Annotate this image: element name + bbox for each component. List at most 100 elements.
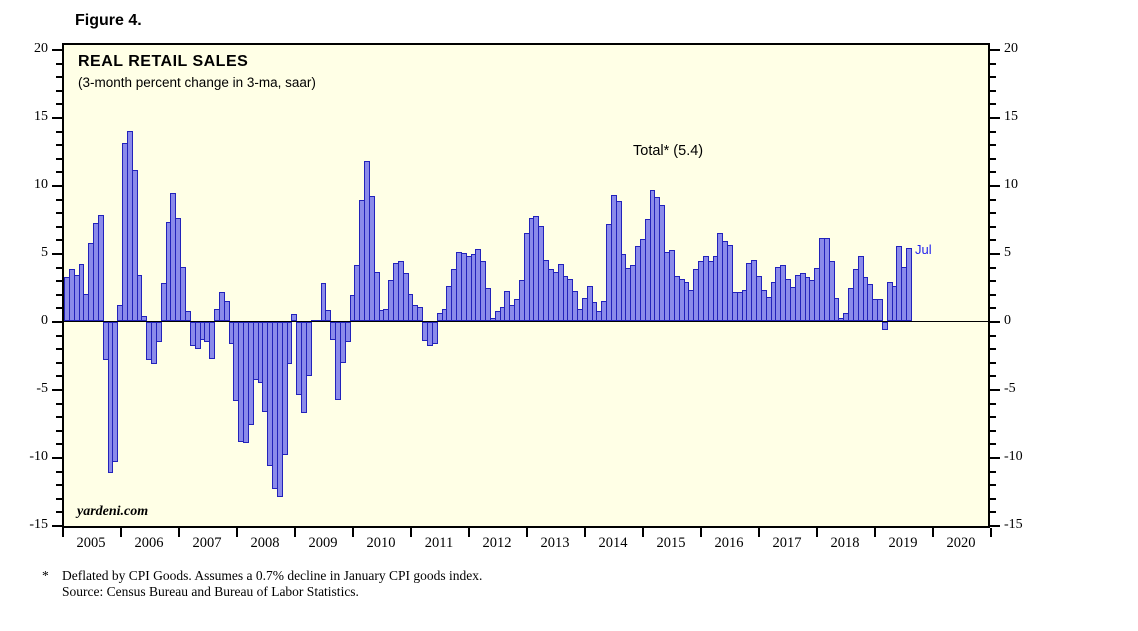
bar bbox=[286, 322, 293, 365]
axis-tick bbox=[56, 144, 62, 147]
axis-tick bbox=[758, 528, 760, 537]
x-axis-year-label: 2015 bbox=[656, 535, 686, 551]
axis-tick bbox=[56, 212, 62, 215]
axis-tick bbox=[62, 528, 64, 537]
axis-tick bbox=[56, 375, 62, 378]
y-axis-label-right: -5 bbox=[1004, 381, 1016, 396]
y-axis-label-left: -10 bbox=[29, 449, 48, 464]
bar bbox=[281, 322, 288, 456]
y-axis-label-left: -5 bbox=[36, 381, 48, 396]
axis-tick bbox=[56, 443, 62, 446]
axis-tick bbox=[56, 103, 62, 106]
axis-tick bbox=[990, 528, 992, 537]
axis-tick bbox=[932, 528, 934, 537]
bar bbox=[131, 170, 138, 321]
figure-label: Figure 4. bbox=[75, 12, 142, 29]
bar bbox=[417, 307, 424, 321]
axis-tick bbox=[56, 266, 62, 269]
bar bbox=[368, 195, 375, 321]
axis-tick bbox=[990, 443, 996, 446]
axis-tick bbox=[990, 157, 996, 160]
axis-tick bbox=[56, 429, 62, 432]
bars-container bbox=[64, 45, 988, 526]
bar bbox=[136, 274, 143, 321]
axis-tick bbox=[56, 225, 62, 228]
y-axis-label-left: -15 bbox=[29, 517, 48, 532]
axis-tick bbox=[990, 144, 996, 147]
axis-tick bbox=[990, 280, 996, 283]
axis-tick bbox=[990, 511, 996, 514]
bar bbox=[151, 322, 157, 365]
x-axis-year-label: 2011 bbox=[424, 535, 454, 551]
x-axis-year-label: 2020 bbox=[946, 535, 976, 551]
axis-tick bbox=[990, 171, 996, 174]
axis-tick bbox=[56, 171, 62, 174]
x-axis-year-label: 2012 bbox=[482, 535, 512, 551]
bar bbox=[155, 322, 162, 343]
bar bbox=[877, 299, 883, 321]
axis-tick bbox=[990, 49, 1000, 51]
axis-tick bbox=[56, 157, 62, 160]
axis-tick bbox=[56, 416, 62, 419]
axis-tick bbox=[990, 185, 1000, 187]
axis-tick bbox=[990, 103, 996, 106]
bar bbox=[906, 247, 912, 321]
bar bbox=[339, 322, 346, 363]
bar bbox=[291, 314, 298, 321]
bar bbox=[141, 315, 148, 321]
axis-tick bbox=[468, 528, 470, 537]
axis-tick bbox=[52, 117, 62, 119]
axis-tick bbox=[990, 484, 996, 487]
axis-tick bbox=[874, 528, 876, 537]
axis-tick bbox=[52, 525, 62, 527]
y-axis-label-right: 5 bbox=[1004, 245, 1011, 260]
axis-tick bbox=[178, 528, 180, 537]
axis-tick bbox=[52, 389, 62, 391]
axis-tick bbox=[56, 470, 62, 473]
bar bbox=[180, 266, 186, 321]
axis-tick bbox=[52, 49, 62, 51]
x-axis-year-label: 2009 bbox=[308, 535, 338, 551]
axis-tick bbox=[56, 334, 62, 337]
axis-tick bbox=[236, 528, 238, 537]
y-axis-label-left: 15 bbox=[34, 109, 48, 124]
bar bbox=[344, 322, 351, 343]
bar bbox=[572, 291, 579, 321]
axis-tick bbox=[52, 253, 62, 255]
chart-plot-area: REAL RETAIL SALES (3-month percent chang… bbox=[62, 43, 990, 528]
x-axis-year-label: 2010 bbox=[366, 535, 396, 551]
x-axis-year-label: 2005 bbox=[76, 535, 106, 551]
bar bbox=[306, 322, 312, 377]
y-axis-label-right: -15 bbox=[1004, 517, 1023, 532]
axis-tick bbox=[990, 198, 996, 201]
x-axis-year-label: 2018 bbox=[830, 535, 860, 551]
axis-tick bbox=[990, 239, 996, 242]
watermark: yardeni.com bbox=[77, 504, 149, 519]
axis-tick bbox=[584, 528, 586, 537]
footnote: * Deflated by CPI Goods. Assumes a 0.7% d… bbox=[42, 568, 482, 600]
axis-tick bbox=[56, 307, 62, 310]
axis-tick bbox=[56, 198, 62, 201]
axis-tick bbox=[56, 497, 62, 500]
axis-tick bbox=[990, 470, 996, 473]
axis-tick bbox=[990, 525, 1000, 527]
axis-tick bbox=[990, 375, 996, 378]
axis-tick bbox=[990, 361, 996, 364]
footnote-line-1: Deflated by CPI Goods. Assumes a 0.7% de… bbox=[62, 568, 483, 583]
axis-tick bbox=[56, 361, 62, 364]
axis-tick bbox=[990, 321, 1000, 323]
bar bbox=[209, 322, 216, 359]
y-axis-label-left: 0 bbox=[41, 313, 48, 328]
bar bbox=[185, 311, 191, 321]
axis-tick bbox=[990, 62, 996, 65]
axis-tick bbox=[56, 348, 62, 351]
bar bbox=[97, 214, 104, 321]
x-axis-year-label: 2013 bbox=[540, 535, 570, 551]
axis-tick bbox=[410, 528, 412, 537]
axis-tick bbox=[56, 239, 62, 242]
bar bbox=[325, 310, 332, 321]
axis-tick bbox=[990, 334, 996, 337]
axis-tick bbox=[990, 348, 996, 351]
bar bbox=[320, 282, 327, 321]
